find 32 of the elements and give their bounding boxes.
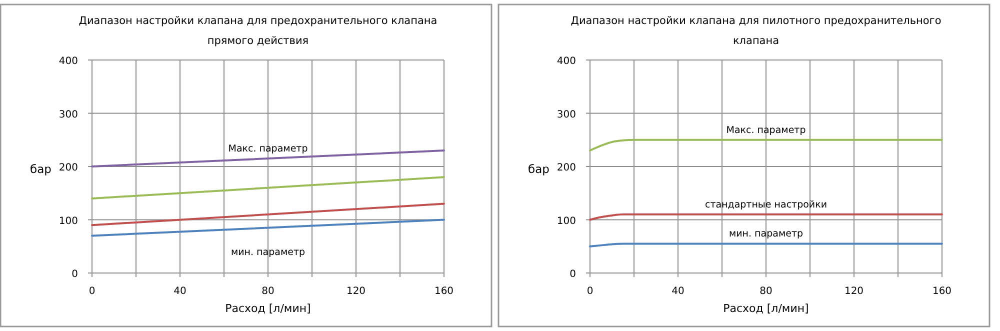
x-tick-label: 40 (174, 286, 186, 297)
annotation: мин. параметр (230, 247, 306, 258)
line-series (589, 138, 943, 152)
x-axis-title: Расход [л/мин] (225, 302, 311, 315)
y-axis-title: бар (30, 162, 52, 176)
y-tick-label: 200 (556, 162, 576, 174)
x-tick-label: 0 (88, 286, 96, 297)
chart-title: Диапазон настройки клапана для пилотного предохранительного клапана (570, 15, 942, 47)
x-tick-label: 160 (932, 286, 952, 297)
annotation: стандартные настройки (704, 199, 828, 210)
y-tick-label: 0 (570, 269, 576, 280)
annotation: Макс. параметр (726, 124, 806, 136)
y-tick-label: 400 (556, 56, 576, 67)
x-tick-label: 80 (760, 286, 772, 297)
y-tick-label: 300 (58, 109, 78, 120)
y-tick-label: 100 (58, 216, 78, 227)
annotation: мин. параметр (728, 228, 804, 240)
y-axis-title: бар (528, 162, 550, 176)
x-tick-label: 40 (672, 286, 684, 297)
chart-title: Диапазон настройки клапана для предохранительного клапана прямого действия (78, 15, 438, 47)
annotation: Макс. параметр (228, 144, 308, 155)
x-tick-label: 120 (844, 286, 864, 297)
x-tick-label: 0 (586, 286, 594, 297)
x-tick-label: 160 (434, 286, 454, 297)
y-tick-label: 0 (72, 269, 78, 280)
y-tick-label: 100 (556, 216, 576, 227)
x-tick-label: 120 (346, 286, 366, 297)
x-axis-title: Расход [л/мин] (723, 302, 809, 315)
x-tick-label: 80 (262, 286, 274, 297)
y-tick-label: 300 (556, 109, 576, 120)
y-tick-label: 200 (58, 162, 78, 174)
y-tick-label: 400 (58, 56, 78, 67)
